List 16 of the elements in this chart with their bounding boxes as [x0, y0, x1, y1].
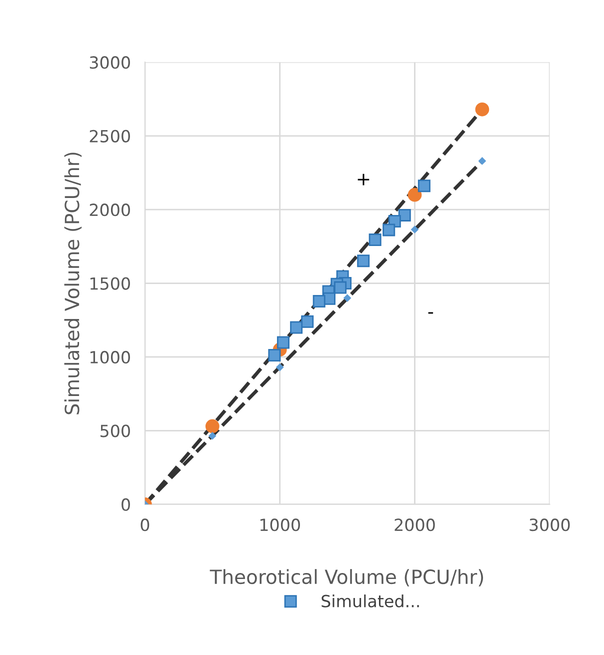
y-tick-label: 1000	[90, 350, 130, 364]
x-tick-label: 1000	[260, 518, 300, 532]
y-tick-label: 2000	[90, 204, 130, 216]
y-tick-label: 500	[100, 424, 130, 438]
x-axis-title: Theorotical Volume (PCU/hr)	[210, 569, 484, 586]
x-tick-label: 3000	[530, 518, 570, 532]
y-tick-label: 3000	[90, 56, 130, 69]
annotation: -	[428, 312, 434, 314]
y-tick-label: 0	[122, 498, 130, 511]
legend-label: Simulated...	[322, 594, 419, 608]
y-axis-title: Simulated Volume (PCU/hr)	[64, 152, 82, 414]
y-tick-label: 1500	[90, 277, 130, 290]
x-tick-label: 2000	[394, 518, 435, 532]
y-tick-label: 2500	[90, 130, 130, 142]
x-tick-label: 0	[140, 518, 150, 532]
annotation: +	[358, 174, 370, 186]
